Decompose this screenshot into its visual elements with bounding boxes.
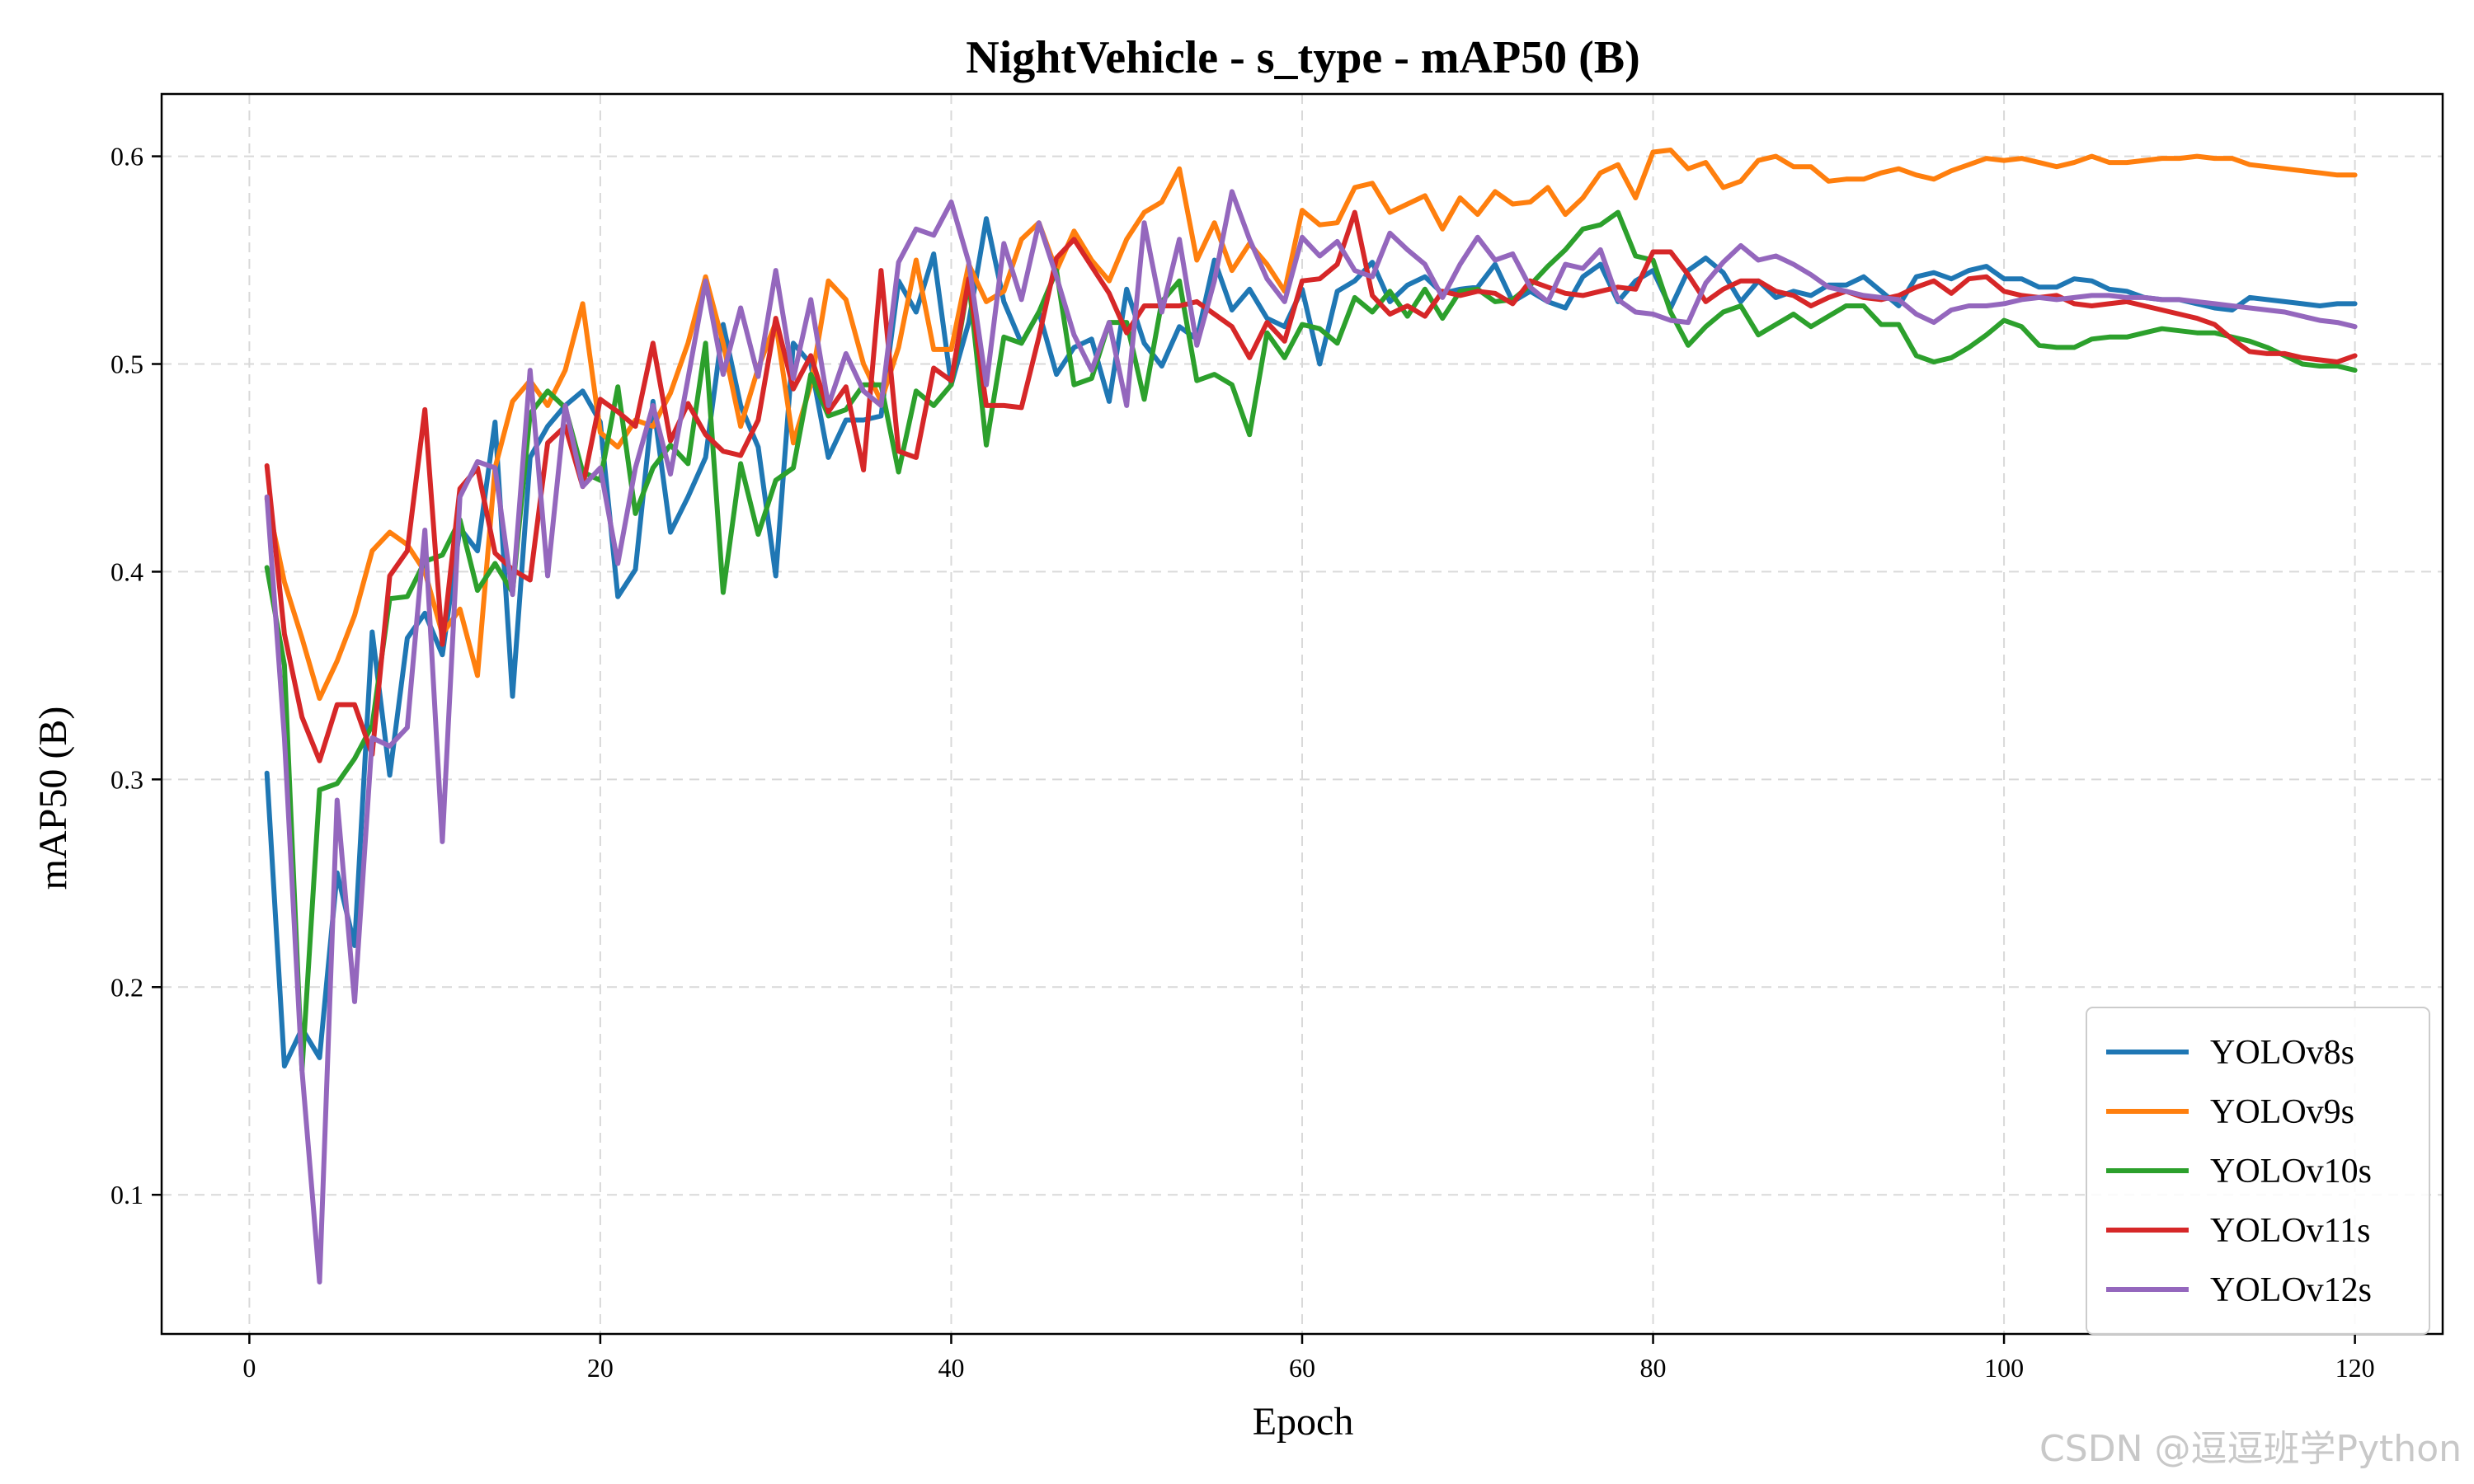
legend-box xyxy=(2086,1007,2430,1335)
grid-lines xyxy=(162,94,2443,1334)
series-line-yolov9s xyxy=(264,148,2358,702)
x-tick-label: 0 xyxy=(242,1353,256,1383)
y-tick-label: 0.1 xyxy=(111,1180,143,1209)
series-lines xyxy=(264,148,2358,1284)
x-axis-label: Epoch xyxy=(1253,1400,1354,1444)
x-tick-label: 120 xyxy=(2335,1353,2375,1383)
x-tick-label: 60 xyxy=(1289,1353,1315,1383)
y-tick-label: 0.2 xyxy=(111,972,143,1002)
y-tick-label: 0.4 xyxy=(111,556,143,586)
legend-label-yolov11s: YOLOv11s xyxy=(2210,1212,2370,1250)
x-tick-label: 80 xyxy=(1640,1353,1667,1383)
legend-label-yolov10s: YOLOv10s xyxy=(2210,1153,2372,1190)
axis-ticks: 0 20 40 60 80 100 120 0.1 0.2 0.3 0.4 0.5 0.6 xyxy=(111,142,2375,1383)
series-line-yolov10s xyxy=(264,209,2358,1073)
y-axis-label: mAP50 (B) xyxy=(31,707,75,890)
y-tick-label: 0.6 xyxy=(111,142,143,171)
series-line-yolov12s xyxy=(264,189,2358,1284)
watermark: CSDN @逗逗班学Python xyxy=(2039,1428,2462,1470)
x-tick-label: 40 xyxy=(938,1353,964,1383)
legend-label-yolov9s: YOLOv9s xyxy=(2210,1093,2354,1131)
x-tick-label: 100 xyxy=(1984,1353,2024,1383)
legend: YOLOv8s YOLOv9s YOLOv10s YOLOv11s YOLOv12s xyxy=(2086,1007,2430,1335)
legend-label-yolov8s: YOLOv8s xyxy=(2210,1034,2354,1072)
chart-title: NightVehicle - s_type - mAP50 (B) xyxy=(966,32,1640,83)
series-line-yolov11s xyxy=(264,209,2358,763)
y-tick-label: 0.3 xyxy=(111,764,143,794)
y-tick-label: 0.5 xyxy=(111,350,143,379)
legend-label-yolov12s: YOLOv12s xyxy=(2210,1271,2372,1309)
x-tick-label: 20 xyxy=(587,1353,614,1383)
